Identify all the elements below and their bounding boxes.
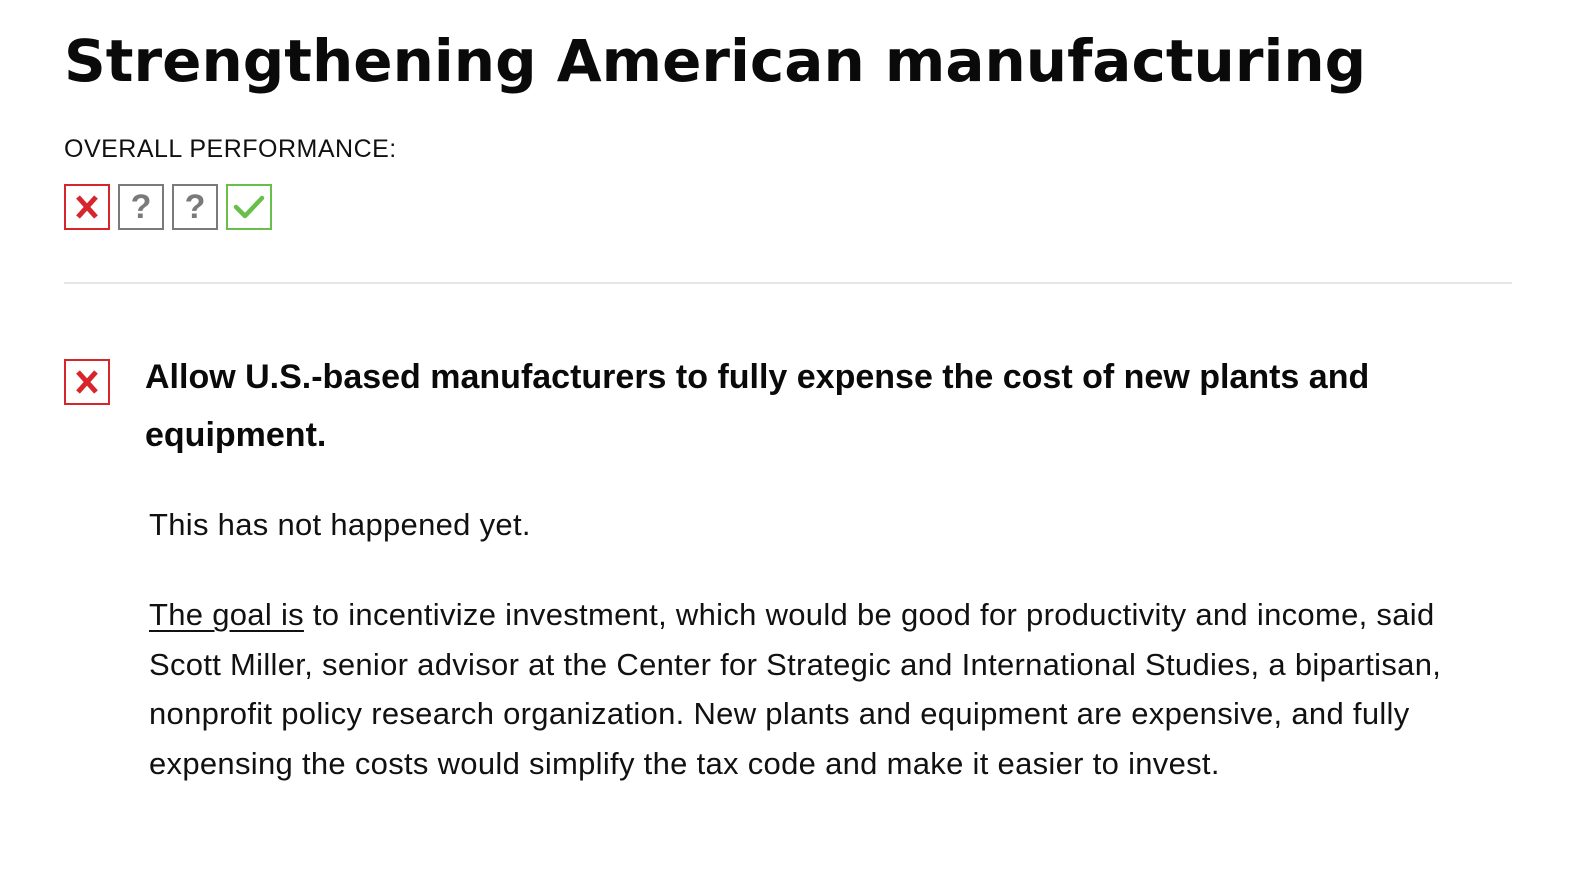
rating-badge-fail (64, 184, 110, 230)
promise-explanation: The goal is to incentivize investment, w… (149, 590, 1509, 788)
item-status-badge (64, 359, 110, 405)
rating-badge-unknown: ? (172, 184, 218, 230)
rating-badge-pass (226, 184, 272, 230)
section-divider (64, 282, 1512, 284)
source-link[interactable]: The goal is (149, 597, 304, 632)
rating-badge-unknown: ? (118, 184, 164, 230)
x-mark-icon (73, 193, 101, 221)
x-mark-icon (73, 368, 101, 396)
question-mark-icon: ? (130, 188, 152, 226)
overall-performance-label: OVERALL PERFORMANCE: (64, 135, 397, 163)
promise-heading: Allow U.S.-based manufacturers to fully … (145, 358, 1370, 454)
rating-badge-fail (64, 359, 110, 405)
promise-status-text: This has not happened yet. (149, 507, 531, 542)
question-mark-icon: ? (184, 188, 206, 226)
overall-performance-ratings: ? ? (64, 184, 272, 230)
section-title: Strengthening American manufacturing (64, 27, 1367, 95)
check-mark-icon (232, 193, 266, 221)
explanation-text: to incentivize investment, which would b… (149, 597, 1442, 781)
